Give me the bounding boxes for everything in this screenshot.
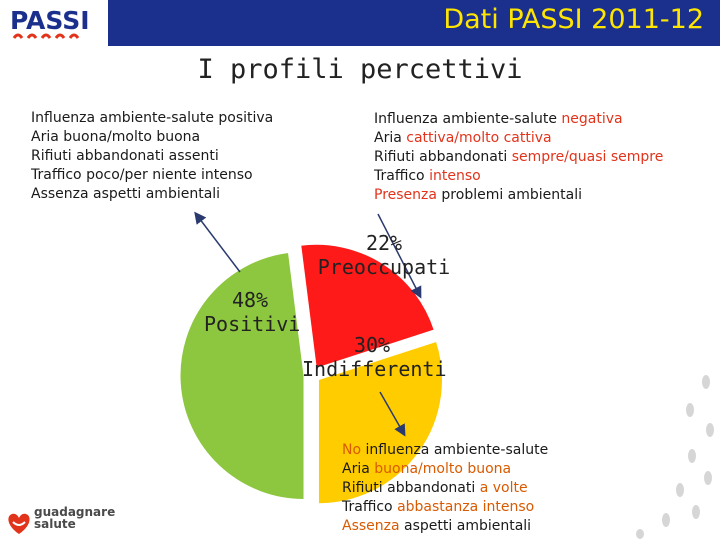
guadagnare-logo-text: guadagnare bbox=[34, 505, 116, 519]
slice-name: Preoccupati bbox=[317, 255, 451, 279]
neutral-line: Traffico abbastanza intenso bbox=[342, 499, 535, 515]
slice-label-preoccupati: 22% Preoccupati bbox=[306, 231, 462, 279]
negative-profile-text: Influenza ambiente-salute negativa Aria … bbox=[374, 110, 663, 205]
salute-logo-text: salute bbox=[34, 517, 76, 531]
slice-percent: 48% bbox=[231, 288, 269, 312]
positive-line: Influenza ambiente-salute positiva bbox=[31, 110, 274, 126]
passi-logo-text: PASSI bbox=[10, 6, 90, 35]
slice-label-positivi: 48% Positivi bbox=[204, 288, 301, 336]
neutral-line: No influenza ambiente-salute bbox=[342, 442, 549, 458]
negative-line: Presenza problemi ambientali bbox=[374, 187, 583, 203]
neutral-line: Rifiuti abbandonati a volte bbox=[342, 480, 528, 496]
negative-line: Rifiuti abbandonati sempre/quasi sempre bbox=[374, 149, 664, 165]
arrow-negative bbox=[377, 213, 422, 299]
slice-percent: 22% bbox=[365, 231, 403, 255]
positive-line: Traffico poco/per niente intenso bbox=[31, 167, 253, 183]
pie-slice-preoccupati bbox=[300, 243, 435, 369]
neutral-line: Aria buona/molto buona bbox=[342, 461, 512, 477]
slice-percent: 30% bbox=[353, 333, 391, 357]
header-banner: Dati PASSI 2011-12 bbox=[108, 0, 720, 46]
negative-line: Traffico intenso bbox=[374, 168, 481, 184]
arrow-neutral bbox=[379, 391, 406, 437]
slice-label-indifferenti: 30% Indifferenti bbox=[302, 333, 447, 381]
pie-slice-indifferenti bbox=[317, 340, 443, 505]
pie-slice-positivi bbox=[179, 251, 305, 501]
slice-name: Indifferenti bbox=[302, 357, 447, 381]
arrow-positive bbox=[194, 211, 241, 273]
slice-name: Positivi bbox=[204, 312, 301, 336]
passi-logo: PASSI bbox=[6, 2, 106, 46]
positive-line: Aria buona/molto buona bbox=[31, 129, 201, 145]
negative-line: Influenza ambiente-salute negativa bbox=[374, 111, 623, 127]
footsteps-decoration bbox=[636, 375, 714, 539]
positive-line: Rifiuti abbandonati assenti bbox=[31, 148, 219, 164]
guadagnare-salute-logo bbox=[4, 496, 144, 538]
neutral-profile-text: No influenza ambiente-salute Aria buona/… bbox=[342, 441, 548, 536]
header-title: Dati PASSI 2011-12 bbox=[443, 4, 704, 35]
page-title: I profili percettivi bbox=[197, 54, 523, 85]
negative-line: Aria cattiva/molto cattiva bbox=[374, 130, 552, 146]
positive-profile-text: Influenza ambiente-salute positiva Aria … bbox=[31, 109, 273, 204]
positive-line: Assenza aspetti ambientali bbox=[31, 186, 221, 202]
neutral-line: Assenza aspetti ambientali bbox=[342, 518, 532, 534]
